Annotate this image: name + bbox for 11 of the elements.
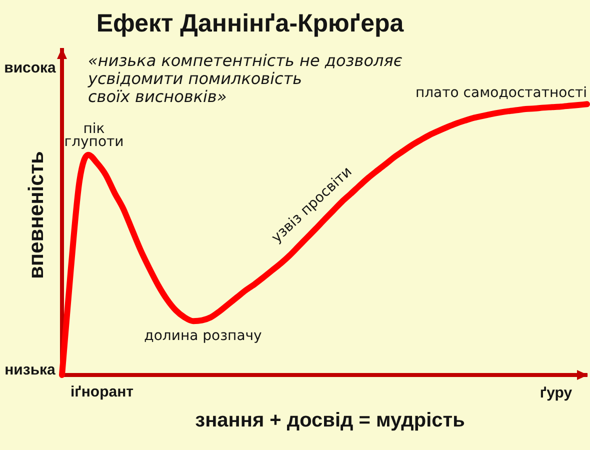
annotation: долина розпачу	[144, 328, 262, 344]
text: іґнорант	[70, 383, 134, 401]
x-axis-title: знання + досвід = мудрість	[195, 410, 465, 432]
text: плато самодостатності	[415, 84, 587, 102]
y-axis-title: впевненість	[24, 151, 49, 279]
chart-title: Ефект Даннінґа-Крюґера	[96, 10, 404, 38]
text: ґуру	[540, 384, 572, 402]
text: висока	[4, 59, 56, 77]
text: низька	[4, 361, 56, 379]
annotation: пік глупоти	[64, 121, 124, 150]
annotation: «низька компетентність не дозволяє усвідомити помилковість своїх висновків»	[88, 51, 402, 106]
